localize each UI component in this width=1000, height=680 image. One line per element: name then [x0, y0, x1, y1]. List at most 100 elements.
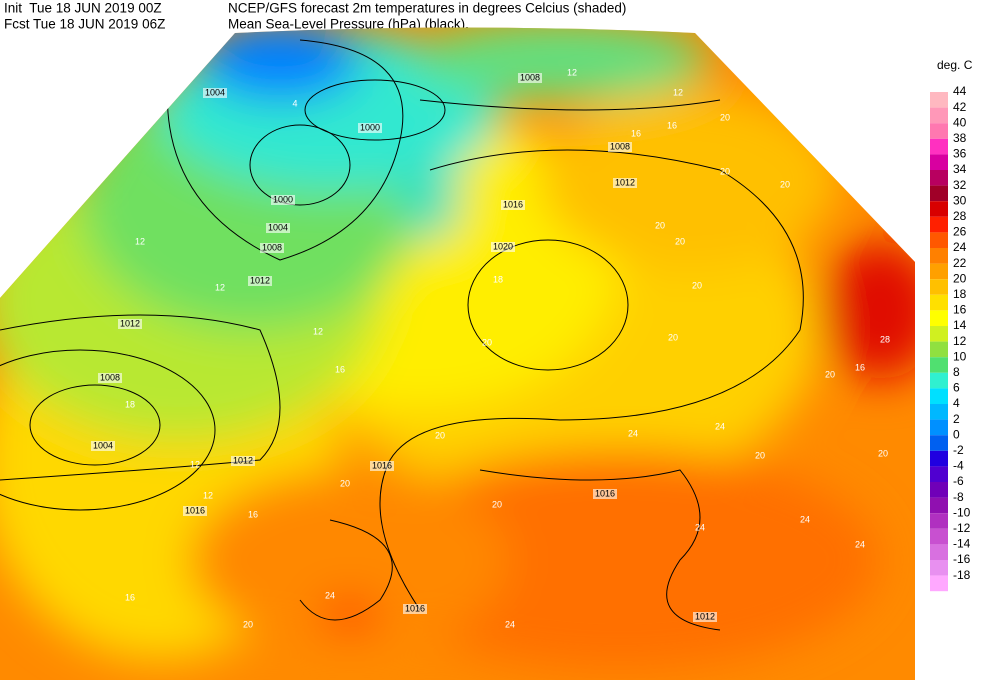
- temperature-label: 12: [135, 236, 145, 246]
- legend-label: 10: [953, 349, 967, 363]
- isobar-label-bg: [260, 243, 284, 253]
- isobar-label: 1012: [695, 611, 715, 621]
- legend-label: 4: [953, 396, 960, 410]
- temperature-label: 20: [755, 450, 765, 460]
- legend-swatch: [930, 216, 948, 233]
- legend-swatch: [930, 513, 948, 529]
- title-line: NCEP/GFS forecast 2m temperatures in deg…: [228, 1, 626, 16]
- legend-label: -2: [953, 443, 964, 457]
- isobar-label-bg: [266, 223, 290, 233]
- legend-swatch: [930, 201, 948, 217]
- temperature-label: 18: [125, 399, 135, 409]
- isobar-label: 1004: [93, 440, 113, 450]
- temperature-label: 28: [880, 334, 890, 344]
- isobar-label: 1016: [503, 199, 523, 209]
- legend-label: 12: [953, 334, 967, 348]
- isobar-label-bg: [231, 456, 255, 466]
- isobar-label: 1016: [595, 488, 615, 498]
- legend-label: 38: [953, 131, 967, 145]
- legend-swatch: [930, 154, 948, 170]
- legend-swatch: [930, 497, 948, 514]
- isobar-label: 1012: [120, 318, 140, 328]
- legend-label: -12: [953, 521, 971, 535]
- legend-swatch: [930, 388, 948, 404]
- temperature-label: 16: [855, 362, 865, 372]
- temperature-label: 20: [482, 337, 492, 347]
- legend-label: 28: [953, 209, 967, 223]
- legend-label: 30: [953, 193, 967, 207]
- temperature-label: 20: [655, 220, 665, 230]
- isobar-label-bg: [693, 612, 717, 622]
- isobar-label-bg: [91, 441, 115, 451]
- isobar-label-bg: [491, 242, 515, 252]
- isobar-label: 1016: [185, 505, 205, 515]
- legend-label: -4: [953, 459, 964, 473]
- legend-swatch: [930, 357, 948, 373]
- temperature-label: 24: [628, 428, 638, 438]
- init-line: Init Tue 18 JUN 2019 00Z: [4, 1, 162, 16]
- legend-label: 24: [953, 240, 967, 254]
- isobar-label: 1020: [493, 241, 513, 251]
- legend-swatch: [930, 466, 948, 482]
- legend-swatch: [930, 294, 948, 311]
- legend-label: 40: [953, 115, 967, 129]
- temperature-label: 16: [631, 128, 641, 138]
- fcst-line: Fcst Tue 18 JUN 2019 06Z: [4, 17, 165, 32]
- legend-swatch: [930, 435, 948, 451]
- isobar-label: 1016: [372, 460, 392, 470]
- legend-label: -8: [953, 490, 964, 504]
- legend-label: 20: [953, 271, 967, 285]
- isobar-label: 1016: [405, 603, 425, 613]
- temperature-label: 24: [715, 421, 725, 431]
- temperature-label: 20: [878, 448, 888, 458]
- isobar-label: 1008: [610, 141, 630, 151]
- legend-swatch: [930, 170, 948, 186]
- legend-swatch: [930, 544, 948, 560]
- legend-swatch: [930, 107, 948, 124]
- temperature-label: 18: [493, 274, 503, 284]
- temperature-label: 20: [720, 166, 730, 176]
- legend-swatch: [930, 372, 948, 389]
- isobar-label-bg: [518, 73, 542, 83]
- isobar-label: 1000: [273, 194, 293, 204]
- legend-swatch: [930, 185, 948, 202]
- legend-label: -14: [953, 537, 971, 551]
- legend-swatch: [930, 263, 948, 280]
- legend-label: -18: [953, 568, 971, 582]
- isobar-label-bg: [501, 200, 525, 210]
- isobar-label-bg: [358, 123, 382, 133]
- temperature-label: 16: [125, 592, 135, 602]
- temperature-field: [0, 27, 915, 670]
- legend-swatch: [930, 92, 948, 108]
- temperature-label: 12: [313, 326, 323, 336]
- temperature-label: 12: [567, 67, 577, 77]
- temperature-label: 20: [780, 179, 790, 189]
- isobar-label-bg: [98, 373, 122, 383]
- legend-label: 34: [953, 162, 967, 176]
- legend-swatch: [930, 310, 948, 326]
- temperature-label: 20: [720, 112, 730, 122]
- temperature-label: 16: [248, 509, 258, 519]
- legend-label: -10: [953, 505, 971, 519]
- temperature-label: 20: [492, 499, 502, 509]
- isobar-label: 1004: [268, 222, 288, 232]
- legend-swatch: [930, 560, 948, 576]
- isobar-label-bg: [593, 489, 617, 499]
- legend-label: 36: [953, 147, 967, 161]
- legend-swatch: [930, 248, 948, 264]
- legend-label: 16: [953, 303, 967, 317]
- legend-swatch: [930, 138, 948, 155]
- temperature-label: 20: [668, 332, 678, 342]
- legend-label: 2: [953, 412, 960, 426]
- temperature-label: 24: [800, 514, 810, 524]
- temperature-label: 24: [695, 522, 705, 532]
- legend-label: 26: [953, 225, 967, 239]
- isobar-label-bg: [118, 319, 142, 329]
- isobars: [0, 39, 804, 631]
- temperature-label: 20: [675, 236, 685, 246]
- isobar-label: 1012: [233, 455, 253, 465]
- isobar-label: 1004: [205, 87, 225, 97]
- legend-swatch: [930, 232, 948, 248]
- isobar-label-bg: [271, 195, 295, 205]
